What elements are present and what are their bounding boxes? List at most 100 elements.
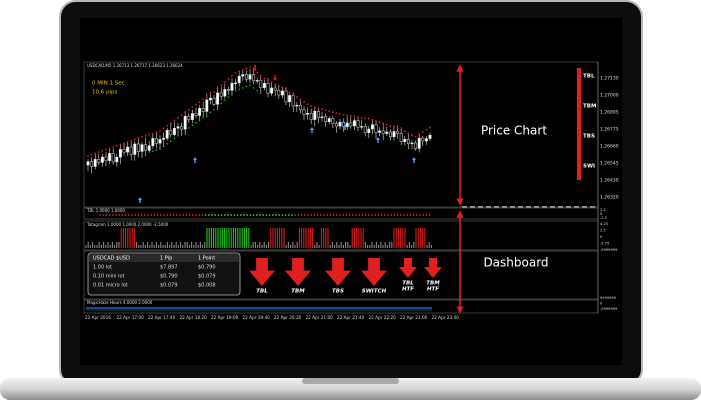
dot	[102, 214, 105, 216]
dot	[214, 214, 217, 216]
ma-red	[191, 106, 194, 109]
buy-arrow	[343, 124, 347, 130]
dot	[361, 214, 364, 216]
ma-red	[342, 113, 345, 116]
ma-red	[321, 108, 323, 111]
dot	[284, 214, 287, 216]
down-arrow	[325, 258, 351, 286]
ma-green	[245, 85, 248, 88]
candle-body	[126, 146, 130, 153]
dot	[207, 214, 210, 216]
ma-green	[252, 87, 255, 89]
candle-body	[104, 156, 108, 161]
price-tick: 1.27130	[600, 76, 619, 82]
ma-red	[234, 71, 237, 74]
candle-body	[385, 131, 389, 134]
ma-red	[105, 148, 107, 151]
ma-red	[364, 117, 367, 120]
candle-body	[97, 159, 101, 163]
ma-red	[223, 81, 226, 84]
candle-body	[403, 139, 407, 143]
candle-body	[93, 159, 97, 167]
dot	[262, 214, 265, 216]
ma-red	[389, 124, 392, 127]
dot	[268, 214, 271, 216]
dot	[271, 214, 274, 216]
down-arrow	[399, 258, 418, 278]
ma-red	[141, 136, 143, 138]
dot	[310, 214, 313, 216]
dot	[419, 214, 421, 216]
candle-body	[331, 118, 335, 124]
ma-red	[385, 123, 388, 126]
signal-label: SWI	[583, 164, 595, 170]
dot	[275, 214, 277, 216]
axis-tick: 0	[600, 212, 603, 216]
candle-body	[212, 97, 216, 105]
dot	[371, 214, 373, 216]
dot	[367, 214, 370, 216]
ma-red	[396, 127, 399, 130]
table-header-cell: USDCAD $USD	[93, 256, 130, 262]
ma-green	[191, 124, 194, 127]
dot	[259, 214, 261, 216]
dot	[406, 214, 409, 216]
ma-red	[263, 77, 266, 80]
arrow-label: SWITCH	[362, 289, 387, 295]
candle-body	[316, 110, 320, 118]
ma-red	[148, 133, 151, 136]
signal-label: TBL	[583, 74, 595, 80]
time-tick: 22 Apr 19:00	[211, 315, 239, 320]
candle-body	[266, 83, 270, 94]
axis-tick: 9999999	[600, 296, 617, 300]
arrow-label: TBM	[426, 281, 440, 287]
down-arrow	[285, 258, 311, 286]
indicator-label: Tatagram 1.0000 1.0000 2.0000 -2.5000	[86, 222, 169, 227]
dot	[124, 214, 127, 216]
dot	[111, 214, 114, 216]
dot	[300, 214, 303, 216]
axis-tick: 2.5	[600, 229, 606, 233]
ma-red	[375, 120, 377, 122]
ma-red	[213, 90, 215, 93]
ma-green	[234, 89, 237, 92]
ma-red	[292, 93, 295, 96]
buy-arrow	[138, 197, 142, 203]
dot	[387, 214, 389, 216]
axis-tick: 2.5	[600, 208, 606, 212]
ma-red	[310, 105, 313, 108]
dot	[316, 214, 319, 216]
sell-arrow	[273, 75, 277, 81]
dot	[156, 214, 159, 216]
dot	[364, 214, 367, 216]
candle-body	[183, 115, 187, 130]
dot	[348, 214, 351, 216]
table-cell: $0.079	[160, 283, 178, 289]
dot	[127, 214, 130, 216]
arrow-label: HTF	[427, 287, 439, 293]
ma-red	[97, 151, 100, 154]
ma-red	[126, 140, 129, 143]
ma-red	[324, 109, 327, 112]
indicator-label: TBL 1.0000 1.0000	[86, 208, 125, 213]
candle-body	[144, 144, 148, 151]
candle-body	[320, 116, 324, 118]
dot	[294, 214, 297, 216]
ma-green	[206, 114, 208, 116]
candle-body	[277, 90, 281, 96]
candle-body	[352, 120, 356, 127]
ma-red	[209, 93, 212, 96]
price-tick: 1.26545	[600, 161, 619, 167]
spread: 10.6 pips	[92, 90, 118, 96]
candle-body	[356, 120, 360, 128]
price-tick: 1.26660	[600, 144, 619, 150]
indicator-label: MagicHaze Hours 4.0000 2.0000	[87, 300, 153, 305]
candle-body	[295, 105, 299, 107]
ma-green	[224, 99, 226, 101]
ma-red	[313, 106, 316, 109]
time-tick: 22 Apr 18:20	[180, 315, 208, 320]
candle-body	[378, 130, 382, 133]
arrow-label: TBM	[291, 289, 305, 295]
dot	[326, 214, 329, 216]
